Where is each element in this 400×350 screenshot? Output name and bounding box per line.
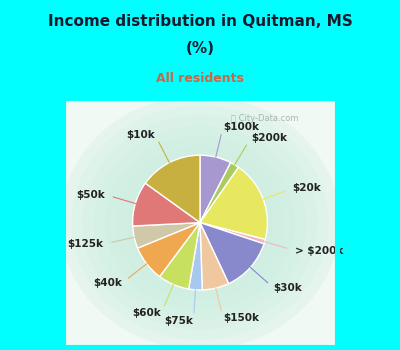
Text: $75k: $75k <box>164 316 193 326</box>
Wedge shape <box>133 183 200 226</box>
Text: ⓘ City-Data.com: ⓘ City-Data.com <box>230 114 298 122</box>
Wedge shape <box>200 223 229 290</box>
Text: $125k: $125k <box>68 239 104 249</box>
Wedge shape <box>200 167 267 239</box>
Text: All residents: All residents <box>156 72 244 85</box>
Text: $60k: $60k <box>132 308 161 318</box>
Wedge shape <box>189 223 202 290</box>
Text: $30k: $30k <box>274 283 302 293</box>
Text: $100k: $100k <box>223 122 259 132</box>
Wedge shape <box>200 163 238 223</box>
Wedge shape <box>160 223 200 289</box>
Ellipse shape <box>116 146 284 299</box>
Ellipse shape <box>60 95 340 350</box>
Wedge shape <box>200 223 264 284</box>
Wedge shape <box>200 223 265 244</box>
Wedge shape <box>133 223 200 248</box>
Ellipse shape <box>83 116 317 330</box>
Ellipse shape <box>72 105 328 340</box>
Text: $10k: $10k <box>126 130 155 140</box>
Ellipse shape <box>94 126 306 320</box>
Text: $200k: $200k <box>251 133 287 143</box>
Text: (%): (%) <box>186 41 214 56</box>
Text: Income distribution in Quitman, MS: Income distribution in Quitman, MS <box>48 14 352 29</box>
Text: $20k: $20k <box>292 183 321 193</box>
Text: $40k: $40k <box>93 278 122 288</box>
Text: $150k: $150k <box>223 314 259 323</box>
Wedge shape <box>145 155 200 223</box>
Wedge shape <box>138 223 200 276</box>
Ellipse shape <box>105 136 295 309</box>
Text: > $200k: > $200k <box>294 246 343 256</box>
Wedge shape <box>200 155 231 223</box>
Text: $50k: $50k <box>77 190 106 200</box>
